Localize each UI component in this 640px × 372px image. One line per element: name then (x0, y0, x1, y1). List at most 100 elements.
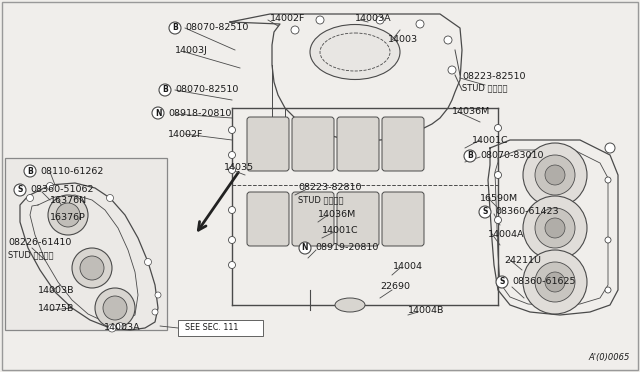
Circle shape (495, 171, 502, 179)
Text: 14035: 14035 (224, 163, 254, 172)
Circle shape (444, 36, 452, 44)
Circle shape (48, 195, 88, 235)
Text: SEE SEC. 111: SEE SEC. 111 (185, 324, 238, 333)
Circle shape (535, 155, 575, 195)
Text: 14075B: 14075B (38, 304, 74, 313)
Circle shape (152, 309, 158, 315)
Circle shape (103, 296, 127, 320)
Circle shape (228, 167, 236, 173)
Text: S: S (499, 278, 505, 286)
Text: 08919-20810: 08919-20810 (315, 244, 378, 253)
Circle shape (523, 250, 587, 314)
Text: 14002F: 14002F (168, 130, 204, 139)
FancyBboxPatch shape (292, 192, 334, 246)
Ellipse shape (335, 298, 365, 312)
Circle shape (535, 262, 575, 302)
Circle shape (116, 323, 124, 330)
Text: 08918-20810: 08918-20810 (168, 109, 232, 118)
Text: 14003J: 14003J (175, 46, 208, 55)
Circle shape (535, 208, 575, 248)
Circle shape (26, 195, 33, 202)
Text: 14036M: 14036M (452, 107, 490, 116)
FancyBboxPatch shape (337, 192, 379, 246)
Text: STUD スタッド: STUD スタッド (298, 195, 344, 204)
Circle shape (106, 195, 113, 202)
Circle shape (605, 143, 615, 153)
Text: 14003: 14003 (388, 35, 418, 44)
Circle shape (72, 248, 112, 288)
FancyBboxPatch shape (247, 117, 289, 171)
Text: 16376P: 16376P (50, 213, 86, 222)
FancyBboxPatch shape (382, 117, 424, 171)
Text: 08223-82510: 08223-82510 (462, 72, 525, 81)
Circle shape (228, 206, 236, 214)
Text: 14003A: 14003A (104, 323, 141, 332)
FancyBboxPatch shape (247, 192, 289, 246)
Text: 24211U: 24211U (504, 256, 541, 265)
Text: 14003A: 14003A (355, 14, 392, 23)
Text: 14002F: 14002F (270, 14, 305, 23)
Circle shape (228, 126, 236, 134)
Circle shape (24, 165, 36, 177)
Text: 14004A: 14004A (488, 230, 525, 239)
Circle shape (95, 288, 135, 328)
Circle shape (523, 196, 587, 260)
Circle shape (47, 183, 54, 189)
Bar (5, 158, 167, 330)
Circle shape (169, 22, 181, 34)
Circle shape (159, 84, 171, 96)
Text: S: S (483, 208, 488, 217)
Text: 14003B: 14003B (38, 286, 74, 295)
Circle shape (495, 125, 502, 131)
Circle shape (316, 16, 324, 24)
Text: 22690: 22690 (380, 282, 410, 291)
Circle shape (416, 20, 424, 28)
Text: N: N (301, 244, 308, 253)
Circle shape (56, 203, 80, 227)
Circle shape (496, 276, 508, 288)
FancyBboxPatch shape (292, 117, 334, 171)
Circle shape (14, 184, 26, 196)
Text: 14001C: 14001C (472, 136, 509, 145)
Text: 16376N: 16376N (50, 196, 87, 205)
Circle shape (545, 165, 565, 185)
Text: 14004: 14004 (393, 262, 423, 271)
Text: 08360-51062: 08360-51062 (30, 186, 93, 195)
Text: 08360-61423: 08360-61423 (495, 208, 559, 217)
Circle shape (545, 272, 565, 292)
Text: B: B (27, 167, 33, 176)
Circle shape (108, 324, 116, 332)
Circle shape (299, 242, 311, 254)
Bar (178, 320, 263, 336)
Text: 08110-61262: 08110-61262 (40, 167, 104, 176)
Text: 08070-82510: 08070-82510 (185, 23, 248, 32)
FancyBboxPatch shape (337, 117, 379, 171)
FancyBboxPatch shape (382, 192, 424, 246)
Circle shape (545, 218, 565, 238)
Circle shape (376, 16, 384, 24)
Circle shape (605, 237, 611, 243)
Text: A'(0)0065: A'(0)0065 (589, 353, 630, 362)
Text: 08223-82810: 08223-82810 (298, 183, 362, 192)
Circle shape (291, 26, 299, 34)
Text: 14036M: 14036M (318, 210, 356, 219)
Ellipse shape (310, 25, 400, 80)
Text: 08360-61625: 08360-61625 (512, 278, 575, 286)
Text: N: N (155, 109, 161, 118)
Circle shape (479, 206, 491, 218)
Circle shape (145, 259, 152, 266)
Text: 16590M: 16590M (480, 194, 518, 203)
Circle shape (80, 256, 104, 280)
Text: 14001C: 14001C (322, 226, 358, 235)
Circle shape (152, 107, 164, 119)
Circle shape (228, 237, 236, 244)
Circle shape (228, 151, 236, 158)
Text: 08070-83010: 08070-83010 (480, 151, 543, 160)
Circle shape (605, 287, 611, 293)
Text: STUD スタッド: STUD スタッド (462, 83, 508, 92)
Circle shape (448, 66, 456, 74)
Text: 08070-82510: 08070-82510 (175, 86, 238, 94)
Circle shape (523, 143, 587, 207)
Text: B: B (172, 23, 178, 32)
Circle shape (155, 292, 161, 298)
